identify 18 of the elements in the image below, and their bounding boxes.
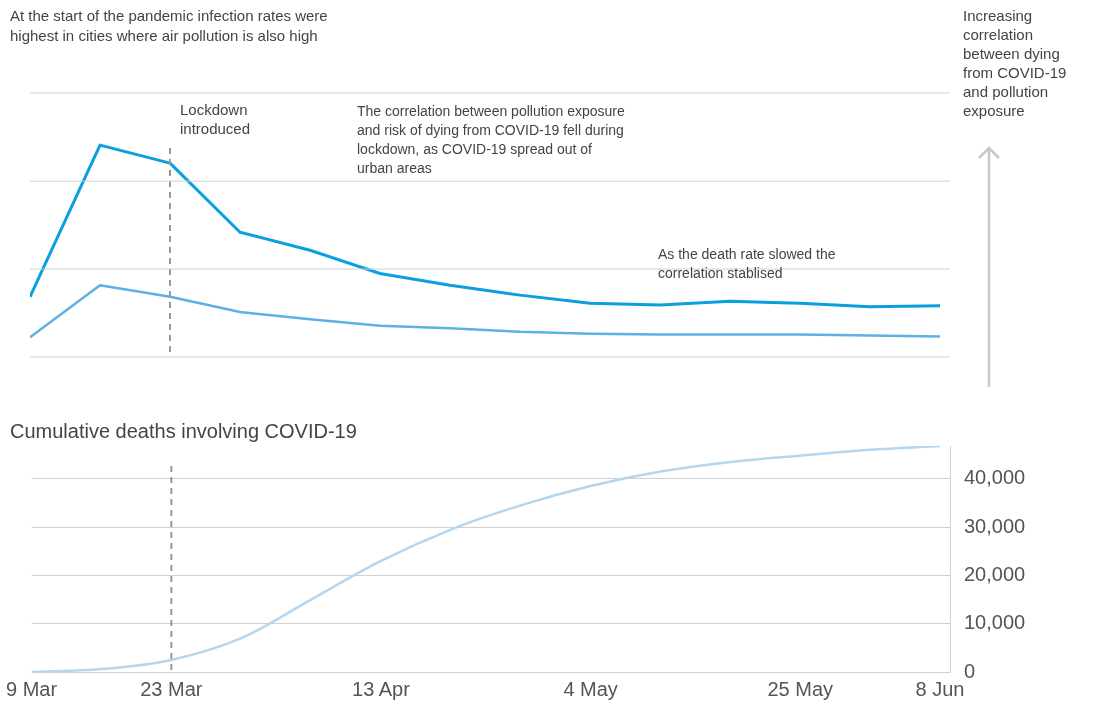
ref-line-label: Lockdown introduced — [180, 100, 251, 137]
chart-title: At the start of the pandemic infection rates were highest in cities where air pollution is also high — [10, 6, 329, 46]
annotation: The correlation between pollution exposure and risk of dying from COVID-19 fell during lockdown, as COVID-19 spread out of urban areas — [357, 102, 625, 178]
y-tick-label: 30,000 — [964, 514, 1026, 537]
y-axis-title: Increasing correlation between dying from COVID-19 and pollution exposure — [963, 6, 1068, 120]
line-series — [31, 446, 942, 672]
x-tick-label: 25 May — [767, 677, 834, 700]
chart-title: Cumulative deaths involving COVID-19 — [10, 420, 357, 443]
x-tick-label: 8 Jun — [915, 677, 965, 700]
x-tick-label: 4 May — [563, 677, 618, 700]
x-tick-label: 9 Mar — [6, 677, 58, 700]
y-tick-label: 0 — [964, 659, 976, 682]
x-tick-label: 23 Mar — [140, 677, 203, 700]
annotation: As the death rate slowed the correlation stablised — [658, 245, 836, 283]
y-tick-label: 40,000 — [964, 466, 1026, 489]
y-tick-label: 20,000 — [964, 562, 1026, 585]
x-tick-label: 13 Apr — [352, 677, 411, 700]
y-tick-label: 10,000 — [964, 611, 1026, 634]
